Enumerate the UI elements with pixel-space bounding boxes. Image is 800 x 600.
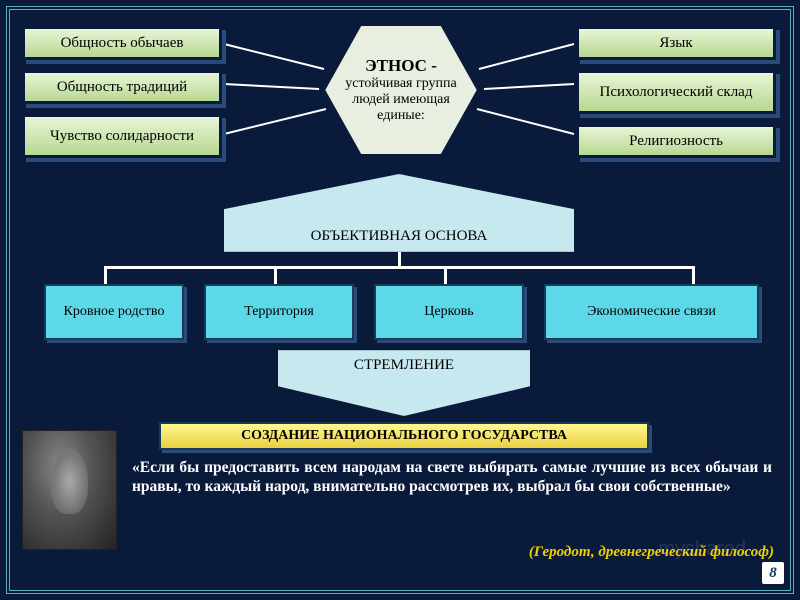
conn-v1 bbox=[104, 266, 107, 284]
right-box-2: Психологический склад bbox=[576, 70, 776, 114]
aspiration-arrow: СТРЕМЛЕНИЕ bbox=[224, 350, 584, 416]
hex-dash: - bbox=[427, 56, 437, 75]
result-box: СОЗДАНИЕ НАЦИОНАЛЬНОГО ГОСУДАРСТВА bbox=[159, 422, 649, 450]
result-label: СОЗДАНИЕ НАЦИОНАЛЬНОГО ГОСУДАРСТВА bbox=[241, 428, 567, 444]
right-box-1-label: Язык bbox=[659, 35, 692, 52]
right-box-2-label: Психологический склад bbox=[600, 84, 753, 101]
basis-box-2: Территория bbox=[204, 284, 354, 340]
aspiration-label: СТРЕМЛЕНИЕ bbox=[354, 357, 454, 374]
basis-box-4-label: Экономические связи bbox=[587, 304, 716, 320]
quote-text: «Если бы предоставить всем народам на св… bbox=[132, 458, 772, 497]
basis-box-2-label: Территория bbox=[244, 304, 314, 320]
right-box-3: Религиозность bbox=[576, 124, 776, 158]
watermark: myshared bbox=[658, 538, 746, 561]
objective-basis-arrow: ОБЪЕКТИВНАЯ ОСНОВА bbox=[149, 174, 649, 252]
left-box-1-label: Общность обычаев bbox=[61, 35, 184, 52]
page-number-value: 8 bbox=[769, 565, 777, 582]
left-box-3-label: Чувство солидарности bbox=[50, 128, 194, 145]
hex-title: ЭТНОС bbox=[365, 56, 427, 75]
center-hexagon: ЭТНОС - устойчивая группа людей имеющая … bbox=[319, 20, 483, 160]
basis-box-3-label: Церковь bbox=[424, 304, 473, 320]
hex-subtitle: устойчивая группа людей имеющая единые: bbox=[339, 76, 463, 124]
conn-mid bbox=[398, 252, 401, 266]
left-box-3: Чувство солидарности bbox=[22, 114, 222, 158]
basis-box-4: Экономические связи bbox=[544, 284, 759, 340]
left-box-2-label: Общность традиций bbox=[57, 79, 187, 96]
right-box-3-label: Религиозность bbox=[629, 133, 723, 150]
conn-h bbox=[104, 266, 694, 269]
left-box-1: Общность обычаев bbox=[22, 26, 222, 60]
objective-basis-label: ОБЪЕКТИВНАЯ ОСНОВА bbox=[311, 228, 488, 245]
herodotus-portrait bbox=[22, 430, 117, 550]
conn-v2 bbox=[274, 266, 277, 284]
conn-v4 bbox=[692, 266, 695, 284]
basis-box-1: Кровное родство bbox=[44, 284, 184, 340]
conn-v3 bbox=[444, 266, 447, 284]
canvas: Общность обычаев Общность традиций Чувст… bbox=[14, 14, 786, 586]
left-box-2: Общность традиций bbox=[22, 70, 222, 104]
basis-box-3: Церковь bbox=[374, 284, 524, 340]
basis-box-1-label: Кровное родство bbox=[64, 304, 165, 320]
right-box-1: Язык bbox=[576, 26, 776, 60]
page-number: 8 bbox=[762, 562, 784, 584]
